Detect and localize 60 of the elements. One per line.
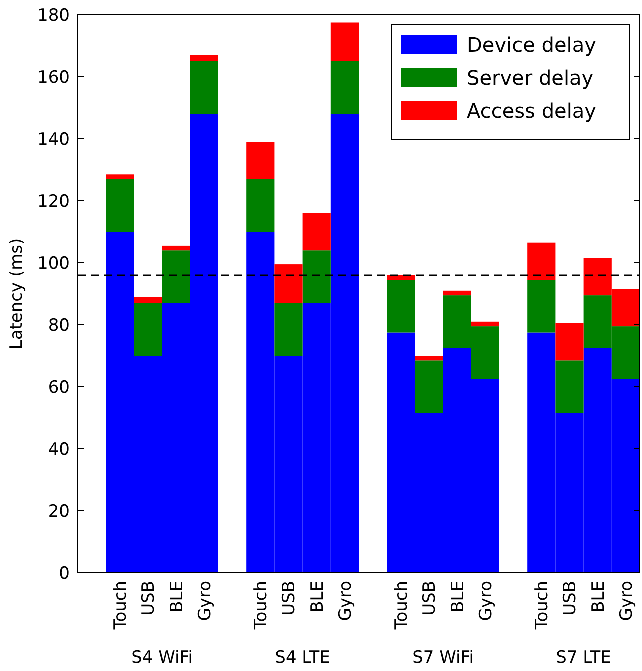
x-tick-label: BLE [448,581,468,613]
bar [190,55,218,62]
bar [330,22,359,62]
y-tick-label: 0 [59,564,70,584]
legend-label: Device delay [467,33,597,57]
bar [415,356,444,361]
bar [134,297,162,304]
bar [415,360,444,414]
x-tick-label: Gyro [476,581,496,622]
x-tick-label: BLE [588,581,609,613]
bar [246,142,275,180]
y-tick-label: 160 [38,68,70,88]
bar [106,179,134,232]
text: S7 WiFi [412,648,474,668]
x-tick-label: Touch [532,581,553,631]
bar [302,250,331,304]
x-tick-label: USB [139,581,160,616]
x-tick-label: Touch [252,581,272,631]
bar [302,213,331,251]
y-tick-label: 40 [48,440,70,460]
x-tick-label: Touch [392,581,412,631]
x-tick-label: Gyro [195,581,216,622]
bar [162,246,190,251]
y-tick-label: 100 [38,254,70,274]
x-tick-label: Gyro [616,581,637,622]
bar [162,250,190,304]
y-tick-label: 20 [48,502,70,522]
bar [387,280,416,333]
legend-label: Access delay [467,99,597,123]
bar [443,290,472,296]
bar [134,303,162,356]
bar [387,275,416,280]
y-axis-title: Latency (ms) [7,238,27,350]
text: S4 LTE [275,648,330,668]
bar [274,303,303,356]
y-tick-label: 80 [48,316,70,336]
bar [471,322,500,327]
x-tick-label: BLE [167,581,188,613]
bar [528,242,556,280]
bar [246,179,275,232]
y-tick-label: 140 [38,130,70,150]
bar [330,62,359,114]
text: S7 LTE [556,648,612,668]
x-tick-label: USB [420,581,440,616]
y-tick-label: 180 [38,6,70,26]
x-tick-label: Gyro [336,581,356,622]
y-tick-label: 120 [38,192,70,212]
bar [190,62,218,114]
x-tick-label: USB [560,581,581,616]
bar [556,360,584,414]
y-tick-label: 60 [48,378,70,398]
legend-label: Server delay [467,66,594,90]
bar [556,323,584,361]
text: S4 WiFi [132,648,194,668]
x-tick-label: USB [280,581,300,616]
bar [274,264,303,304]
x-tick-label: Touch [111,581,132,631]
bar [106,174,134,180]
x-tick-label: BLE [308,581,328,613]
bar [528,280,556,333]
